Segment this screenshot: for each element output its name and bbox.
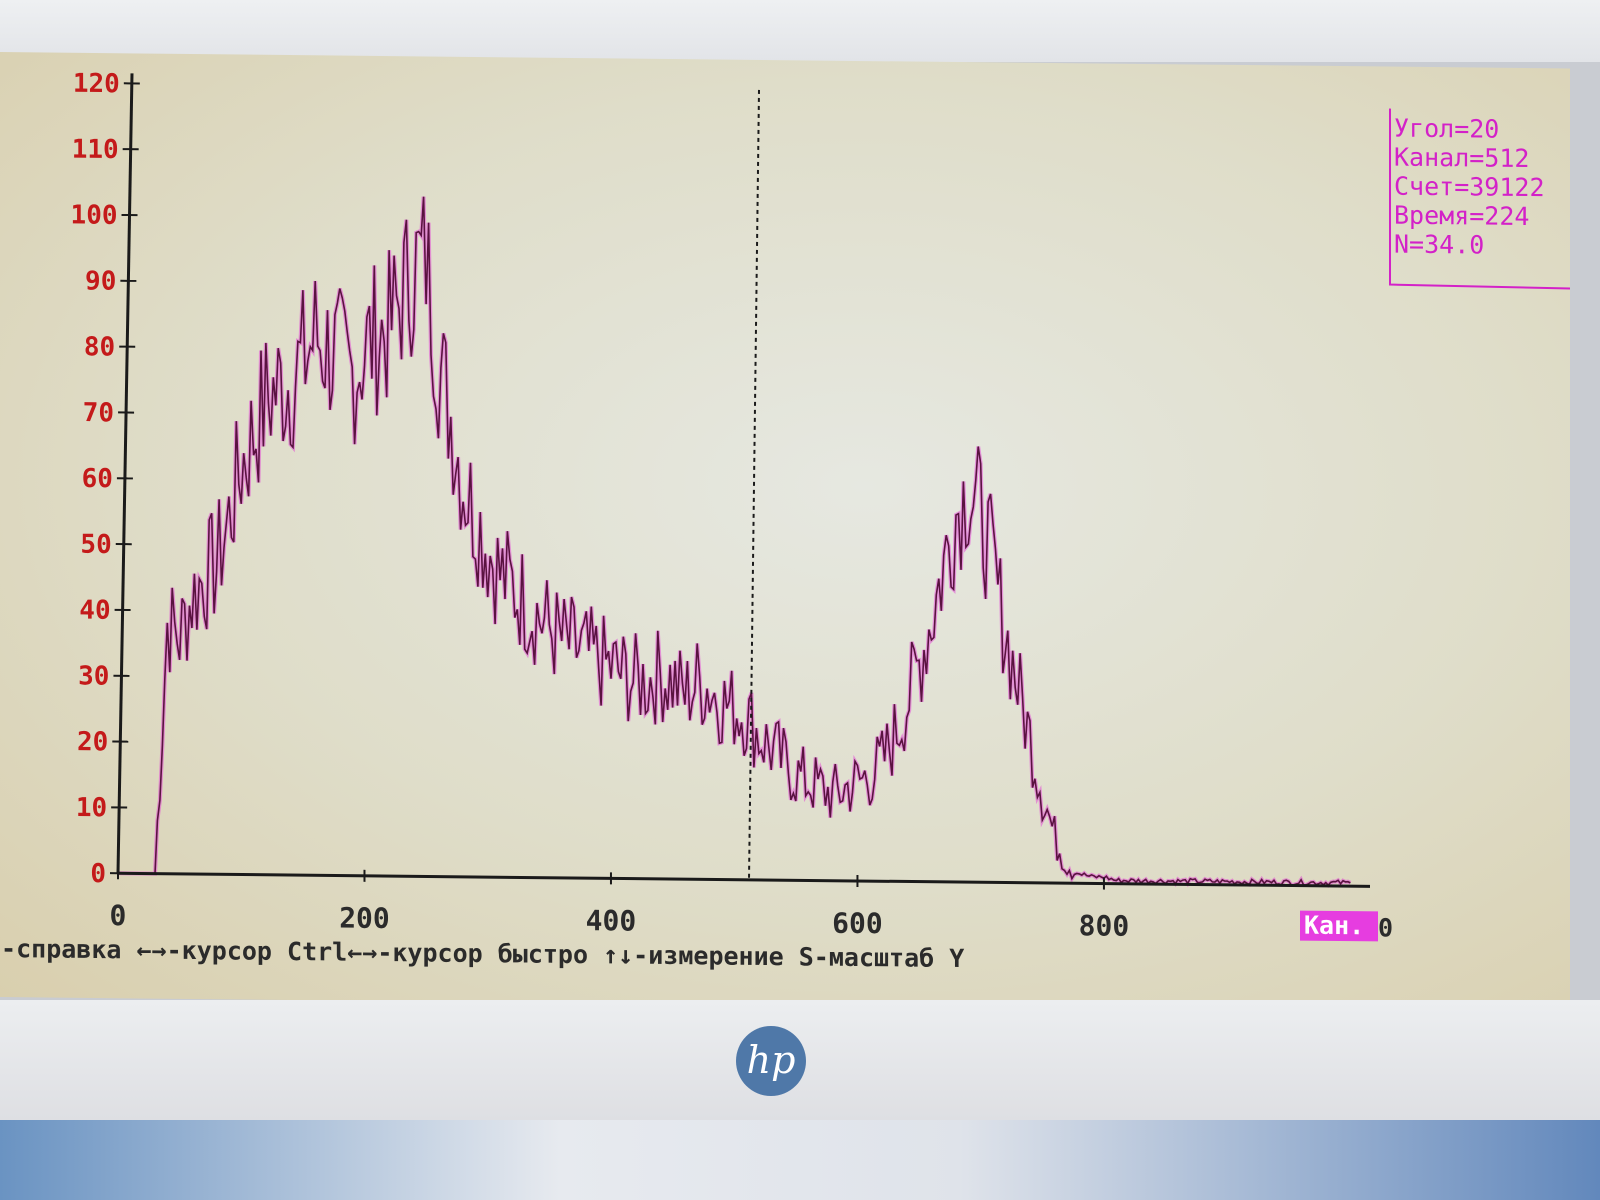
series-layer xyxy=(118,196,1352,889)
y-axis xyxy=(116,73,134,874)
cursor-line xyxy=(748,89,760,880)
info-line: Время=224 xyxy=(1394,201,1529,231)
hp-logo: hp xyxy=(736,1026,806,1096)
axes-layer: 0 10 20 30 40 50 60 70 80 90 100 110 120 0 200 400 600 80… xyxy=(71,69,1370,943)
x-axis xyxy=(118,871,1370,888)
y-tick-label: 100 xyxy=(71,200,118,230)
monitor-top-bezel xyxy=(0,0,1600,62)
x-tick-label: 400 xyxy=(586,904,637,938)
y-tick-label: 30 xyxy=(78,661,109,691)
y-tick-label: 70 xyxy=(83,398,114,428)
y-tick-label: 120 xyxy=(73,69,120,99)
y-tick-label: 90 xyxy=(85,266,116,296)
y-tick-label: 10 xyxy=(76,793,107,823)
status-bar: 1-справка ←→-курсор Ctrl←→-курсор быстро… xyxy=(0,910,1393,973)
x-tick-label: 800 xyxy=(1079,909,1130,943)
y-tick-label: 50 xyxy=(80,530,111,560)
cursor-layer xyxy=(748,89,760,880)
y-tick-label: 20 xyxy=(77,727,108,757)
info-line: Канал=512 xyxy=(1394,143,1529,173)
series-line-0 xyxy=(118,196,1351,887)
status-help-text: 1-справка ←→-курсор Ctrl←→-курсор быстро… xyxy=(0,934,964,973)
desk-background xyxy=(0,1120,1600,1200)
y-tick-label: 40 xyxy=(79,595,110,625)
axis-label-kan: Кан. xyxy=(1304,911,1364,941)
y-tick-label: 80 xyxy=(84,332,115,362)
info-panel: Угол=20Канал=512Счет=39122Время=224N=34.… xyxy=(1389,108,1570,290)
y-tick-label: 110 xyxy=(72,135,119,165)
spectrum-chart: 0 10 20 30 40 50 60 70 80 90 100 110 120 0 200 400 600 80… xyxy=(0,69,1570,973)
info-line: Счет=39122 xyxy=(1394,172,1545,203)
axis-label-suffix: 0 xyxy=(1378,913,1393,942)
info-line: Угол=20 xyxy=(1394,114,1499,144)
screen: 0 10 20 30 40 50 60 70 80 90 100 110 120 0 200 400 600 80… xyxy=(0,52,1570,1014)
x-tick-label: 0 xyxy=(110,899,127,932)
y-tick-label: 0 xyxy=(90,859,106,889)
axis-label-highlight xyxy=(1300,910,1378,942)
info-line: N=34.0 xyxy=(1394,230,1484,260)
x-tick-label: 200 xyxy=(339,902,390,936)
y-tick-label: 60 xyxy=(82,464,113,494)
info-panel-frame xyxy=(1389,108,1570,290)
x-tick-label: 600 xyxy=(832,907,883,941)
